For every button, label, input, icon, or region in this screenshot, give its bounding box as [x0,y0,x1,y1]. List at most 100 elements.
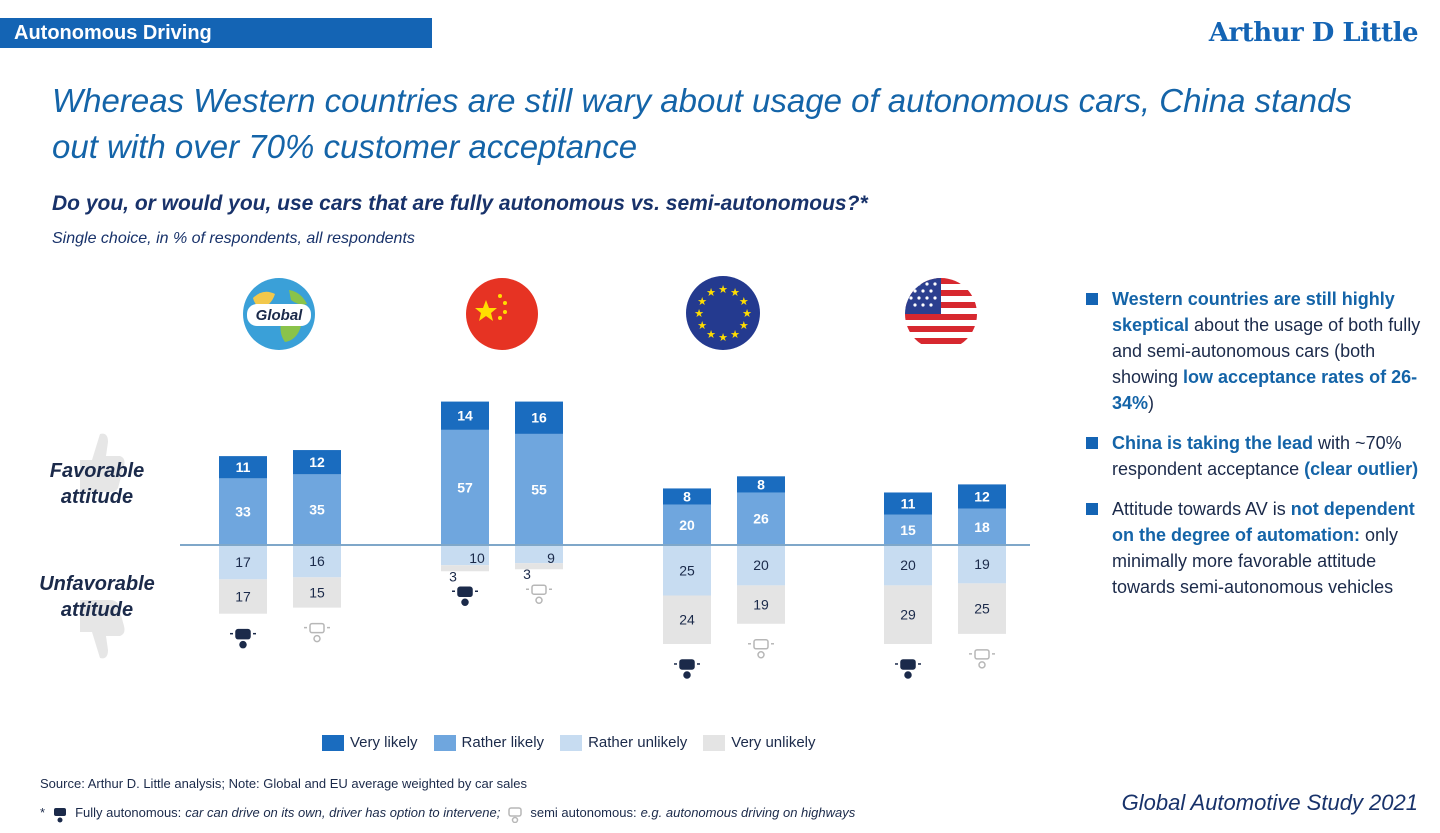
thumbs-down-icon [80,600,125,659]
brand-logo: Arthur D Little [1208,18,1419,48]
bar-very-likely [663,488,711,505]
fully-autonomous-car-icon [674,659,700,679]
semi-autonomous-car-icon [508,807,523,823]
fully-autonomous-car-icon [54,808,67,823]
eu-star: ★ [718,284,728,296]
bar-very-unlikely [737,585,785,624]
chart-legend: Very likely Rather likely Rather unlikel… [322,734,816,751]
bar-rather-unlikely [958,545,1006,584]
finding-item: Western countries are still highly skept… [1086,286,1426,416]
finding-item: Attitude towards AV is not dependent on … [1086,496,1426,600]
value-label-rather-unlikely: 16 [309,553,325,569]
bullet-marker [1086,293,1098,305]
key-findings: Western countries are still highly skept… [1086,286,1426,614]
bar-rather-unlikely [293,545,341,578]
semi-autonomous-car-icon [969,649,995,669]
legend-item: Rather likely [433,734,545,751]
legend-label: Very likely [350,734,418,751]
legend-item: Very unlikely [703,734,816,751]
fully-autonomous-car-icon [895,659,921,679]
value-label-rather-likely: 26 [753,511,769,527]
value-label-very-likely: 12 [974,489,990,505]
legend-label: Rather likely [461,734,545,751]
bar-very-unlikely [884,585,932,644]
fully-autonomous-car-icon [452,586,478,607]
favorable-label: Favorable attitude [49,460,145,508]
eu-star: ★ [694,308,704,320]
bar-very-unlikely [515,563,563,570]
bar-very-likely [219,456,267,479]
bar-rather-likely [293,474,341,545]
value-label-rather-unlikely: 9 [547,550,555,566]
value-label-very-unlikely: 3 [449,568,457,584]
eu-star: ★ [730,287,740,299]
bar-rather-likely [663,504,711,545]
legend-item: Rather unlikely [560,734,687,751]
eu-star: ★ [718,332,728,344]
bar-very-unlikely [293,577,341,608]
eu-star: ★ [739,296,749,308]
value-label-very-unlikely: 25 [974,601,990,617]
legend-item: Very likely [322,734,418,751]
value-label-rather-unlikely: 10 [469,550,485,566]
fully-autonomous-car-icon [230,628,256,649]
globe-icon: Global [243,278,315,350]
value-label-very-unlikely: 15 [309,584,325,600]
value-label-very-likely: 11 [236,459,251,475]
bar-very-unlikely [219,579,267,614]
legend-swatch [322,734,344,751]
survey-question: Do you, or would you, use cars that are … [52,192,868,215]
bar-rather-unlikely [441,545,489,566]
footnote: * Fully autonomous: car can drive on its… [40,801,855,823]
legend-swatch [703,734,726,751]
eu-star: ★ [739,320,749,332]
bar-very-likely [515,401,563,434]
value-label-very-likely: 11 [901,496,916,512]
finding-text: Attitude towards AV is not dependent on … [1112,499,1415,597]
bullet-marker [1086,503,1098,515]
finding-text: China is taking the lead with ~70% respo… [1112,433,1419,479]
eu-star: ★ [706,329,716,341]
china-flag-icon [466,278,538,350]
value-label-very-unlikely: 29 [900,607,916,623]
value-label-very-unlikely: 24 [679,612,695,628]
semi-autonomous-car-icon [526,584,552,604]
study-name: Global Automotive Study 2021 [1121,790,1418,815]
value-label-rather-unlikely: 20 [753,557,769,573]
bar-rather-likely [958,508,1006,545]
bar-rather-likely [219,478,267,545]
eu-star: ★ [697,320,707,332]
bar-very-likely [737,476,785,493]
value-label-rather-unlikely: 20 [900,557,916,573]
legend-swatch [560,734,583,751]
bullet-marker [1086,437,1098,449]
bar-rather-unlikely [219,545,267,580]
finding-item: China is taking the lead with ~70% respo… [1086,430,1426,482]
value-label-rather-likely: 57 [457,479,473,495]
value-label-rather-unlikely: 25 [679,562,695,578]
value-label-rather-unlikely: 17 [235,554,251,570]
eu-flag-icon: ★★★★★★★★★ ★ ★★ [686,276,760,350]
source-note: Source: Arthur D. Little analysis; Note:… [40,776,528,791]
legend-label: Rather unlikely [588,734,688,751]
bar-rather-likely [515,433,563,545]
eu-star: ★ [697,296,707,308]
value-label-rather-likely: 20 [679,517,695,533]
thumbs-up-icon [80,433,125,492]
bar-rather-likely [441,429,489,545]
value-label-rather-likely: 55 [531,481,547,497]
value-label-very-likely: 16 [531,410,547,426]
bar-very-unlikely [958,583,1006,634]
survey-subtitle: Single choice, in % of respondents, all … [52,230,415,247]
eu-star: ★ [730,329,740,341]
bar-rather-likely [884,514,932,545]
globe-label: Global [256,307,304,324]
value-label-very-unlikely: 19 [753,597,769,613]
value-label-very-likely: 8 [757,476,765,492]
value-label-very-likely: 12 [309,454,325,470]
value-label-very-likely: 8 [683,489,691,505]
finding-text: Western countries are still highly skept… [1112,289,1421,413]
bar-rather-likely [737,492,785,545]
bar-rather-unlikely [663,545,711,596]
